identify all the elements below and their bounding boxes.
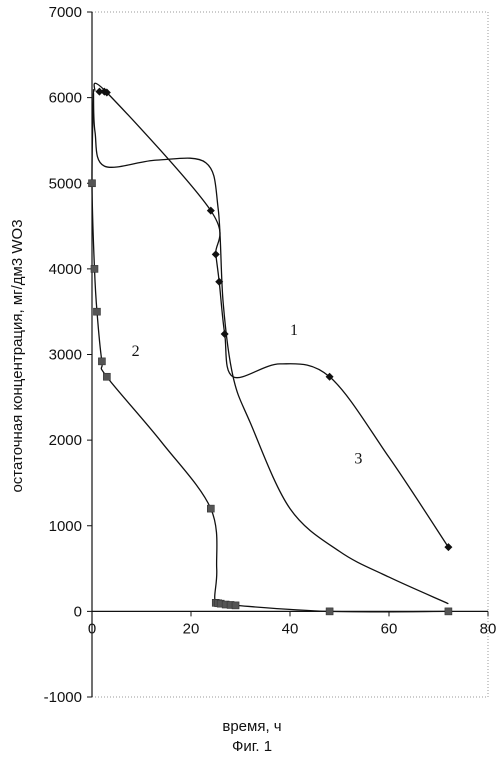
y-tick-label: 0 [74,603,82,620]
axes [91,12,488,697]
figure-caption: Фиг. 1 [231,738,273,755]
series-1-point [206,206,215,215]
y-tick-label: 1000 [49,518,82,535]
y-tick-label: 2000 [49,432,82,449]
plot-border [92,11,489,698]
x-axis-label: время, ч [222,718,282,735]
series-label-3: 3 [354,450,362,467]
series-1-point [211,250,220,259]
series-2-point [444,607,453,616]
x-tick-label: 20 [183,620,200,637]
y-axis-ticks: -1000 0 1000 2000 3000 4000 5000 6000 7000 [44,4,92,706]
series-1-point [95,87,104,96]
series-2-point [88,179,96,188]
plot-area-frame [92,11,489,698]
series-2-point [325,607,334,616]
series-2-line [91,89,449,613]
series-labels: 1 2 3 [132,322,363,467]
series-1-point [215,277,224,286]
y-tick-label: 5000 [49,175,82,192]
series-1-point [220,329,229,338]
series-1-point [325,372,334,381]
y-tick-label: 6000 [49,90,82,107]
x-axis-ticks: 0 20 40 60 80 [88,611,497,637]
y-tick-label: 7000 [49,4,82,21]
series-label-1: 1 [290,322,298,339]
series-2-point [231,601,240,610]
series-1-point [102,88,111,97]
y-tick-label: 3000 [49,347,82,364]
series-2-point [90,265,99,273]
x-tick-label: 0 [88,620,96,637]
x-tick-label: 40 [282,620,299,637]
y-tick-label: 4000 [49,261,82,278]
y-tick-label: -1000 [44,689,82,706]
series-lines [91,82,449,613]
series-markers [88,87,453,616]
series-1-line [93,82,449,548]
series-label-2: 2 [132,343,140,360]
series-2-point [98,357,106,366]
x-tick-label: 80 [480,620,497,637]
series-2-point [207,504,215,513]
y-axis-label: остаточная концентрация, мг/дм3 WO3 [9,219,26,492]
series-3-line [92,93,449,605]
series-2-point [103,372,111,381]
x-tick-label: 60 [381,620,398,637]
series-2-point [93,307,101,316]
series-1-point [444,543,453,552]
